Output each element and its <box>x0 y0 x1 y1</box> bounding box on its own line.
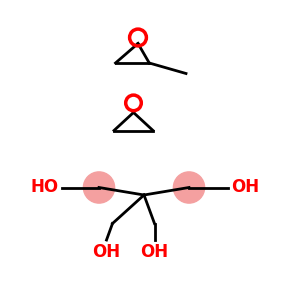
Text: HO: HO <box>30 178 58 196</box>
Circle shape <box>173 172 205 203</box>
Text: OH: OH <box>92 243 121 261</box>
Text: OH: OH <box>231 178 259 196</box>
Circle shape <box>83 172 115 203</box>
Text: OH: OH <box>140 243 169 261</box>
